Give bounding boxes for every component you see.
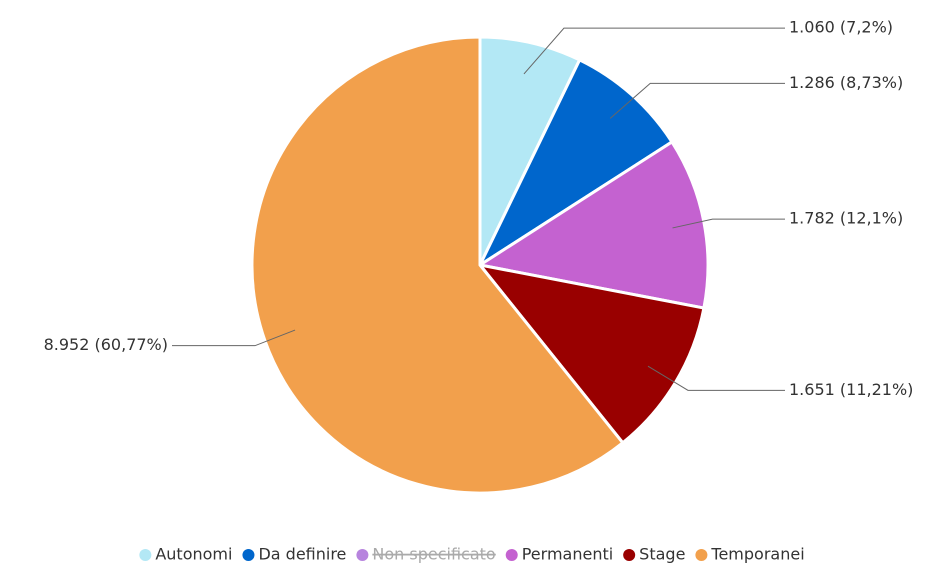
- legend-marker: [139, 549, 152, 561]
- legend-marker: [356, 549, 369, 561]
- legend-marker: [505, 549, 518, 561]
- legend-label: Autonomi: [155, 545, 232, 564]
- pie-slice: [476, 57, 675, 270]
- legend-label: Temporanei: [710, 545, 804, 564]
- legend-label: Permanenti: [522, 545, 613, 564]
- legend-marker: [695, 549, 708, 561]
- legend-label: Da definire: [258, 545, 346, 564]
- legend-marker: [242, 549, 255, 561]
- data-label: 8.952 (60,77%): [44, 335, 168, 354]
- data-label: 1.286 (8,73%): [789, 73, 903, 92]
- legend-label: Stage: [639, 545, 685, 564]
- leader-line: [672, 218, 785, 229]
- legend-marker: [623, 549, 636, 561]
- data-label: 1.060 (7,2%): [789, 18, 893, 37]
- pie-slice: [250, 35, 625, 495]
- data-label: 1.651 (11,21%): [789, 380, 913, 399]
- leader-line: [609, 82, 785, 119]
- leader-line: [523, 27, 785, 75]
- data-label: 1.782 (12,1%): [789, 209, 903, 228]
- pie-slice: [476, 139, 710, 310]
- leader-line: [172, 329, 296, 347]
- leader-line: [647, 365, 785, 391]
- pie-slice: [478, 35, 582, 266]
- legend-label: Non specificato: [372, 545, 495, 564]
